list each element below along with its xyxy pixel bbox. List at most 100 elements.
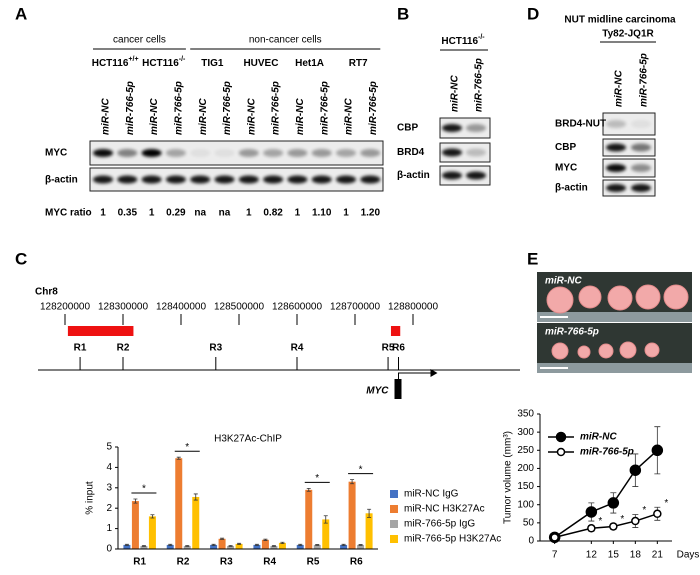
bar — [192, 496, 200, 549]
group-label: cancer cells — [113, 35, 166, 46]
bar — [278, 542, 286, 549]
cell-line-label: HUVEC — [243, 58, 278, 69]
bar — [261, 539, 269, 549]
significance-label: * — [620, 514, 624, 525]
band — [606, 120, 626, 128]
band — [360, 175, 381, 184]
lane-label: miR-766-5p — [125, 81, 136, 135]
legend-swatch — [390, 520, 398, 528]
chart-title: H3K27Ac-ChIP — [214, 434, 282, 445]
tumor — [619, 341, 637, 359]
point — [653, 509, 662, 519]
x-tick-label: 15 — [608, 550, 620, 561]
error-bar — [220, 537, 225, 540]
error-bar — [367, 508, 372, 518]
error-bar — [263, 538, 268, 541]
band — [336, 149, 356, 157]
band — [631, 184, 651, 192]
error-bar — [306, 488, 311, 492]
label-main: HCT116 — [441, 36, 478, 47]
bar — [183, 545, 191, 549]
ratio-value: 0.29 — [166, 208, 186, 219]
ratio-value: na — [219, 208, 231, 219]
gene — [394, 379, 402, 399]
y-tick-label: 200 — [517, 463, 534, 474]
label-sup: -/- — [179, 56, 186, 63]
bar — [270, 545, 278, 549]
legend-swatch — [390, 505, 398, 513]
cell-line-label: TIG1 — [201, 58, 224, 69]
ratio-value: 1 — [149, 208, 155, 219]
bar — [348, 481, 356, 549]
row-label: MYC — [555, 163, 577, 174]
error-bar — [358, 544, 363, 546]
error-bar — [176, 456, 181, 460]
point — [609, 522, 618, 531]
bar — [253, 544, 261, 549]
chromosome-label: Chr8 — [35, 287, 58, 298]
significance-label: * — [359, 464, 363, 475]
band — [606, 184, 626, 192]
y-tick-label: 0 — [106, 544, 112, 555]
legend-label: miR-766-5p — [580, 447, 634, 458]
track-tick-label: 128400000 — [156, 302, 206, 313]
band — [442, 171, 462, 180]
x-tick-label: R5 — [307, 557, 320, 568]
photo-floor — [537, 312, 692, 322]
blot — [439, 165, 491, 186]
band — [287, 175, 308, 184]
track-tick-label: 128200000 — [40, 302, 90, 313]
significance-label: * — [142, 484, 146, 495]
lane-label: miR-766-5p — [319, 81, 330, 135]
tumor — [598, 343, 614, 359]
track-tick-label: 128300000 — [98, 302, 148, 313]
bar — [305, 489, 313, 549]
panel-letter: D — [527, 4, 539, 23]
ratio-value: 0.82 — [263, 208, 283, 219]
significance-label: * — [642, 505, 646, 516]
error-bar — [280, 541, 285, 544]
bar — [210, 544, 218, 549]
x-tick-label: R2 — [177, 557, 190, 568]
ratio-value: 0.35 — [118, 208, 138, 219]
row-label: β-actin — [555, 183, 588, 194]
lane-label: miR-NC — [101, 98, 112, 135]
bar — [175, 458, 183, 549]
bar — [340, 544, 348, 549]
band — [214, 175, 235, 184]
point — [607, 497, 620, 509]
series-line — [554, 449, 658, 538]
legend-label: miR-NC — [580, 432, 617, 443]
band — [93, 149, 113, 157]
band — [141, 175, 162, 184]
panel-letter: C — [15, 249, 27, 268]
band — [606, 164, 626, 172]
panel-title: NUT midline carcinoma — [564, 15, 676, 26]
lane-label: miR-NC — [198, 98, 209, 135]
x-tick-label: R6 — [350, 557, 363, 568]
bar — [218, 538, 226, 549]
x-tick-label: R1 — [133, 557, 146, 568]
band — [238, 175, 259, 184]
bar — [140, 545, 148, 549]
row-label: BRD4 — [397, 147, 425, 158]
legend-label: miR-766-5p IgG — [404, 519, 475, 530]
lane-label: miR-NC — [450, 75, 461, 112]
blot — [89, 140, 384, 166]
row-label: MYC — [45, 148, 67, 159]
band — [287, 149, 308, 157]
cell-line-label: Het1A — [295, 58, 324, 69]
lane-label: miR-766-5p — [222, 81, 233, 135]
y-tick-label: 4 — [106, 462, 112, 473]
panel-letter: A — [15, 4, 27, 23]
legend-label: miR-NC IgG — [404, 489, 459, 500]
band — [442, 148, 462, 157]
y-tick-label: 3 — [106, 482, 112, 493]
group-label: non-cancer cells — [249, 35, 322, 46]
error-bar — [133, 498, 138, 504]
error-bar — [271, 545, 276, 547]
legend-label: miR-766-5p H3K27Ac — [404, 534, 501, 545]
band — [631, 143, 651, 152]
ratio-value: 1 — [295, 208, 301, 219]
region-label: R6 — [392, 343, 405, 354]
